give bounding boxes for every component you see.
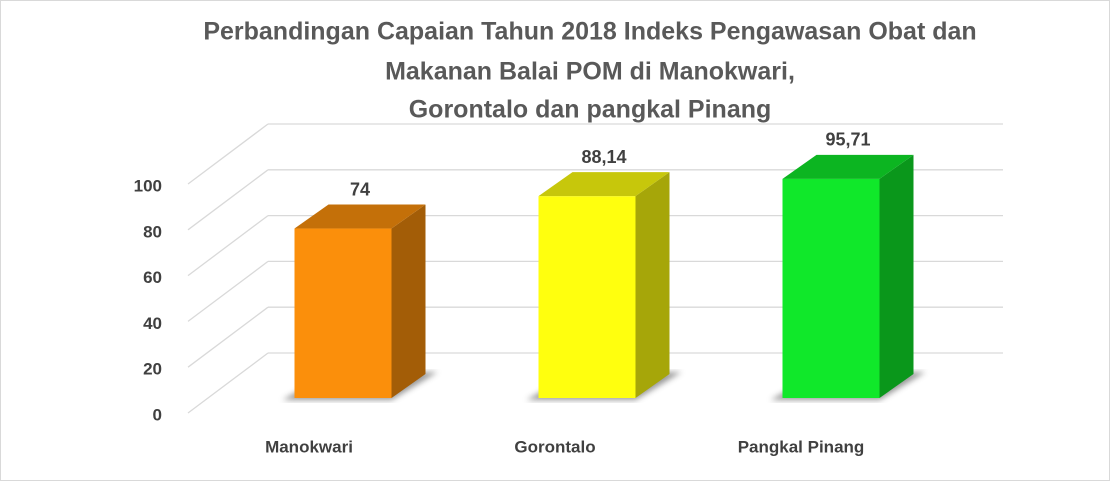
y-tick-label: 100 [134,176,162,195]
bar [538,196,636,398]
x-tick-label: Pangkal Pinang [738,437,865,456]
chart-title: Gorontalo dan pangkal Pinang [409,96,772,124]
y-tick-label: 40 [143,314,162,333]
bar-side [879,154,914,398]
bar-top [538,172,670,197]
bar [294,228,392,398]
grid-line [187,306,269,368]
y-tick-label: 20 [143,360,162,379]
bar-side [635,172,670,398]
bar-top [782,154,914,179]
x-tick-label: Manokwari [265,437,353,456]
x-tick-label: Gorontalo [514,437,595,456]
bar [782,178,880,398]
y-tick-label: 80 [143,222,162,241]
bar-side [391,204,426,398]
grid-line [187,123,269,185]
data-label: 88,14 [581,147,626,167]
data-label: 74 [350,179,370,199]
bar-top [294,204,426,229]
data-label: 95,71 [825,130,870,150]
grid-line [187,260,269,322]
chart-title: Perbandingan Capaian Tahun 2018 Indeks P… [203,18,976,46]
y-tick-label: 0 [153,405,162,424]
y-tick-label: 60 [143,268,162,287]
chart-title: Makanan Balai POM di Manokwari, [385,58,795,86]
grid-line [187,169,269,231]
grid-line [187,215,269,277]
grid-line [187,352,269,414]
